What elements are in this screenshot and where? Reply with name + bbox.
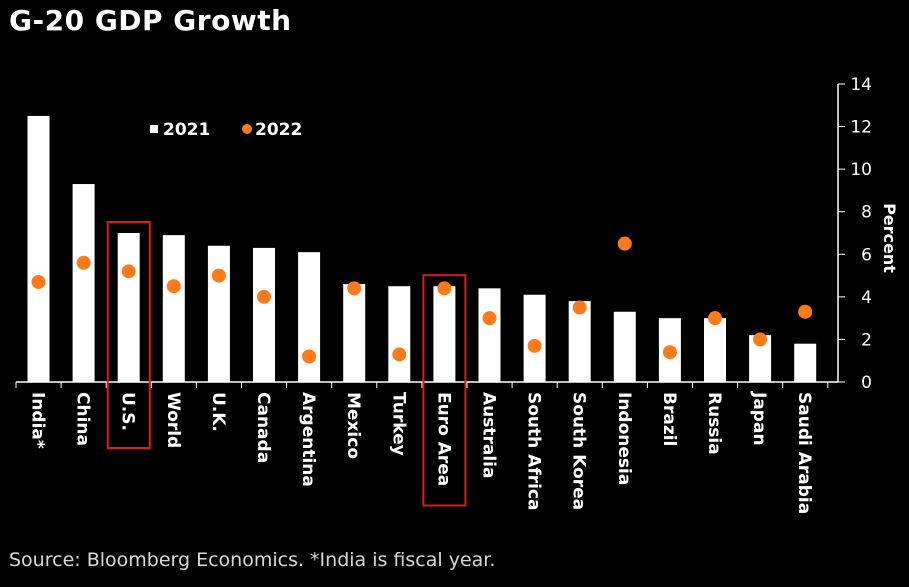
x-tick-label-indonesia: Indonesia <box>614 392 634 485</box>
legend-label-2021: 2021 <box>163 120 210 140</box>
x-tick-label-canada: Canada <box>253 392 273 463</box>
x-tick-label-brazil: Brazil <box>659 392 679 446</box>
dot-2022-indonesia <box>617 236 632 251</box>
x-tick-label-south-africa: South Africa <box>524 392 544 511</box>
dot-2022-canada <box>257 289 271 304</box>
y-tick-label-12: 12 <box>850 118 872 138</box>
x-tick-label-euro-area: Euro Area <box>433 392 453 486</box>
dot-2022-turkey <box>392 347 407 362</box>
bar-2021-euro-area <box>433 286 456 382</box>
x-axis <box>15 381 838 388</box>
dot-2022-india <box>31 274 46 289</box>
bar-2021-indonesia <box>613 311 636 382</box>
bar-2021-argentina <box>298 252 321 382</box>
dot-2022-mexico <box>347 281 362 296</box>
bar-2021-mexico <box>343 284 366 382</box>
dot-2022-russia <box>708 311 722 326</box>
dot-2022-south-africa <box>527 338 542 353</box>
dot-2022-u-s <box>121 264 136 279</box>
dot-2022-china <box>76 255 91 270</box>
x-tick-labels: India* China U.S. World U.K. Canada Argentina M… <box>28 391 815 514</box>
highlight-box-u-s <box>106 221 151 449</box>
dots-layer <box>31 236 813 364</box>
x-tick-label-china: China <box>73 392 93 446</box>
bar-2021-saudi-arabia <box>794 343 817 382</box>
bar-2021-china <box>72 184 95 382</box>
dot-2022-australia <box>482 311 497 326</box>
bar-2021-turkey <box>388 286 411 382</box>
bar-2021-u-k <box>207 245 230 382</box>
chart-title: G-20 GDP Growth <box>9 4 292 37</box>
bar-2021-u-s <box>117 233 140 382</box>
bar-2021-south-korea <box>568 301 591 382</box>
bar-2021-australia <box>478 288 501 382</box>
y-tick-label-8: 8 <box>861 203 872 223</box>
dot-2022-argentina <box>302 349 317 364</box>
highlight-box-euro-area <box>422 274 467 507</box>
y-tick-label-4: 4 <box>861 288 872 308</box>
y-tick-label-10: 10 <box>850 160 872 180</box>
x-tick-label-india: India* <box>28 392 48 449</box>
dot-2022-japan <box>753 332 768 347</box>
x-tick-label-world: World <box>163 392 183 448</box>
y-tick-label-6: 6 <box>861 245 872 265</box>
legend-swatch-2022 <box>242 124 252 134</box>
bar-2021-russia <box>704 318 726 382</box>
bar-2021-world <box>162 235 185 382</box>
x-tick-label-saudi-arabia: Saudi Arabia <box>794 392 814 514</box>
x-tick-label-mexico: Mexico <box>343 392 363 459</box>
y-tick-label-14: 14 <box>850 75 872 95</box>
legend-label-2022: 2022 <box>255 120 302 140</box>
dot-2022-u-k <box>211 268 226 283</box>
dot-2022-brazil <box>662 345 677 360</box>
source-note: Source: Bloomberg Economics. *India is f… <box>9 549 496 571</box>
x-tick-label-turkey: Turkey <box>388 392 408 456</box>
dot-2022-world <box>166 279 181 294</box>
x-tick-label-argentina: Argentina <box>298 392 318 487</box>
legend: 2021 2022 <box>150 120 302 140</box>
highlight-boxes <box>106 221 467 507</box>
bar-2021-india <box>27 115 50 382</box>
x-tick-label-russia: Russia <box>704 392 724 455</box>
dot-2022-euro-area <box>437 281 452 296</box>
y-tick-label-0: 0 <box>861 373 872 393</box>
bars-layer <box>27 115 817 382</box>
bar-2021-south-africa <box>523 294 546 382</box>
y-axis: 0 2 4 6 8 10 12 14 Percent <box>837 75 899 393</box>
x-tick-label-u-s: U.S. <box>118 392 138 431</box>
y-tick-label-2: 2 <box>861 330 872 350</box>
y-axis-label: Percent <box>880 203 899 273</box>
x-tick-label-south-korea: South Korea <box>569 392 589 510</box>
x-tick-label-japan: Japan <box>749 391 769 446</box>
bar-2021-japan <box>749 335 772 382</box>
dot-2022-south-korea <box>572 300 587 315</box>
x-tick-label-u-k: U.K. <box>208 392 228 432</box>
legend-swatch-2021 <box>150 125 158 133</box>
bar-2021-canada <box>253 247 275 382</box>
dot-2022-saudi-arabia <box>798 304 813 319</box>
x-tick-label-australia: Australia <box>479 392 499 479</box>
